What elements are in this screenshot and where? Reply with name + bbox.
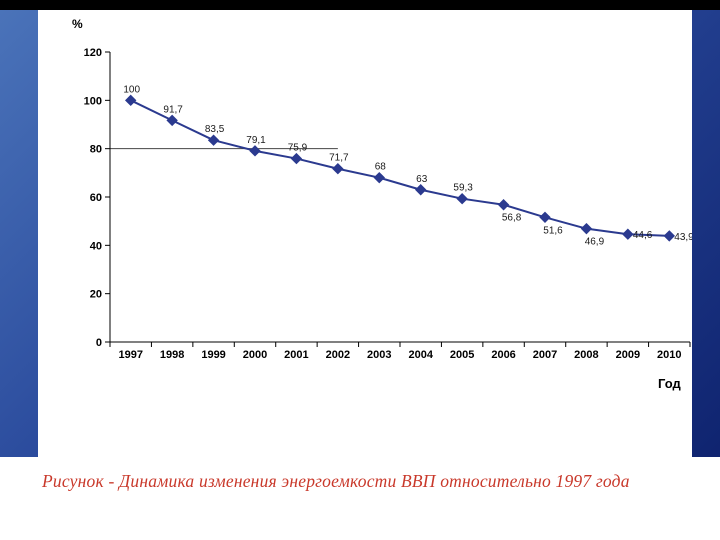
x-tick-label: 2008 bbox=[574, 349, 598, 361]
y-tick-label: 40 bbox=[90, 240, 102, 252]
data-point-label: 83,5 bbox=[205, 124, 225, 135]
data-line bbox=[130, 99, 670, 237]
data-point-marker bbox=[125, 94, 137, 107]
energy-intensity-chart: 0 20 40 60 80 100 120 1997 1998 1999 2000 2001 2002 2… bbox=[72, 17, 692, 391]
data-point-marker bbox=[497, 199, 510, 211]
data-point-marker bbox=[456, 192, 468, 205]
data-point-label: 51,6 bbox=[543, 225, 563, 236]
x-axis-title: Год bbox=[658, 376, 681, 391]
data-point-label: 59,3 bbox=[453, 183, 473, 194]
data-point-label: 43,9 bbox=[674, 232, 692, 243]
x-tick-label: 2001 bbox=[284, 349, 308, 361]
x-tick-label: 1998 bbox=[160, 349, 184, 361]
data-point-label: 71,7 bbox=[329, 153, 349, 164]
x-tick-label: 2003 bbox=[367, 349, 391, 361]
data-point-marker bbox=[166, 114, 178, 127]
y-tick-label: 100 bbox=[84, 95, 102, 107]
data-point-label: 68 bbox=[375, 162, 387, 173]
x-tick-label: 1999 bbox=[201, 349, 225, 361]
data-point-marker bbox=[580, 222, 593, 235]
data-point-marker bbox=[415, 184, 427, 196]
data-point-label: 75,9 bbox=[288, 143, 308, 154]
y-tick-label: 20 bbox=[90, 289, 102, 301]
data-point-label: 91,7 bbox=[163, 104, 183, 115]
data-point-label: 56,8 bbox=[502, 213, 522, 224]
data-point-marker bbox=[207, 134, 220, 146]
y-axis-title: % bbox=[72, 17, 83, 31]
y-tick-label: 80 bbox=[90, 144, 102, 156]
y-tick-label: 120 bbox=[84, 47, 102, 59]
x-tick-label: 2006 bbox=[491, 349, 515, 361]
data-point-marker bbox=[332, 163, 344, 175]
x-tick-label: 1997 bbox=[118, 349, 142, 361]
top-black-bar bbox=[0, 0, 720, 10]
data-point-marker bbox=[290, 152, 303, 165]
x-tick-label: 2009 bbox=[616, 349, 640, 361]
x-tick-label: 2007 bbox=[533, 349, 557, 361]
data-point-marker bbox=[373, 171, 385, 184]
x-tick-label: 2004 bbox=[408, 349, 433, 361]
data-point-marker bbox=[249, 145, 261, 157]
chart-panel: 0 20 40 60 80 100 120 1997 1998 1999 2000 2001 2002 2… bbox=[38, 10, 692, 457]
figure-caption: Рисунок - Динамика изменения энергоемкос… bbox=[42, 471, 630, 491]
caption-band: Рисунок - Динамика изменения энергоемкос… bbox=[0, 457, 720, 540]
data-point-label: 100 bbox=[123, 84, 140, 95]
data-point-marker bbox=[622, 228, 634, 240]
x-tick-label: 2002 bbox=[326, 349, 350, 361]
y-tick-label: 60 bbox=[90, 192, 102, 204]
data-point-label: 79,1 bbox=[246, 135, 266, 146]
data-point-marker bbox=[663, 230, 675, 242]
y-tick-label: 0 bbox=[96, 337, 102, 349]
x-tick-label: 2010 bbox=[657, 349, 681, 361]
data-point-marker bbox=[539, 211, 551, 224]
data-point-label: 63 bbox=[416, 174, 428, 185]
data-point-label: 46,9 bbox=[585, 237, 605, 248]
x-tick-label: 2005 bbox=[450, 349, 474, 361]
x-tick-label: 2000 bbox=[243, 349, 267, 361]
data-point-label: 44,6 bbox=[633, 230, 653, 241]
